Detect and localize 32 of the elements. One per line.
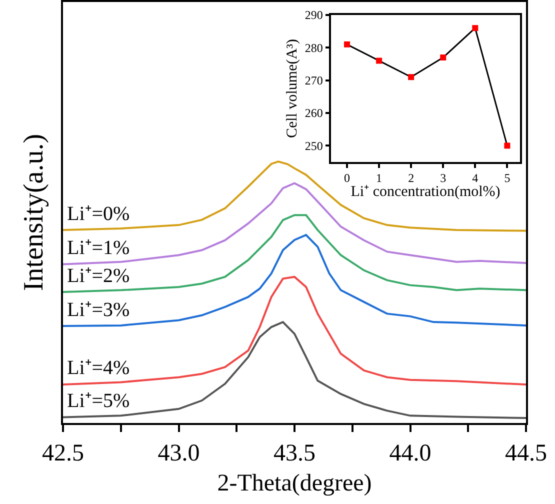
x-tick-label: 43.5 xyxy=(274,440,316,467)
x-tick-label: 42.5 xyxy=(42,440,84,467)
x-tick-label: 3 xyxy=(440,171,446,186)
series-label: Li⁺=5% xyxy=(67,390,130,412)
y-tick-label: 290 xyxy=(304,8,323,22)
point xyxy=(344,41,350,48)
x-tick-label: 4 xyxy=(472,171,478,186)
point xyxy=(440,54,446,60)
point xyxy=(472,25,478,32)
x-tick-label: 1 xyxy=(376,171,382,186)
x-axis-title: 2-Theta(degree) xyxy=(217,470,372,496)
x-axis-title: Li⁺ concentration(mol%) xyxy=(350,184,500,200)
y-tick-label: 280 xyxy=(304,40,323,55)
y-axis-title: Intensity(a.u.) xyxy=(18,134,50,292)
point xyxy=(376,58,382,64)
text: 44.0 xyxy=(389,440,432,467)
series-label: Li⁺=1% xyxy=(67,237,130,259)
point xyxy=(408,74,414,80)
x-tick-label: 5 xyxy=(504,171,510,186)
y-tick-label: 250 xyxy=(304,138,323,153)
x-tick-label: 44.5 xyxy=(505,440,547,467)
series-label: Li⁺=2% xyxy=(67,265,130,287)
series-label: Li⁺=0% xyxy=(67,203,130,225)
text: 43.0 xyxy=(158,440,200,467)
series-label: Li⁺=4% xyxy=(67,357,130,379)
point xyxy=(504,142,510,149)
y-tick-label: 270 xyxy=(304,74,323,88)
series-label: Li⁺=3% xyxy=(67,299,130,321)
x-tick-label: 0 xyxy=(344,171,350,186)
y-tick-label: 260 xyxy=(304,106,323,120)
x-tick-label: 2 xyxy=(408,171,414,186)
y-axis-title: Cell volume(A³) xyxy=(284,38,301,138)
